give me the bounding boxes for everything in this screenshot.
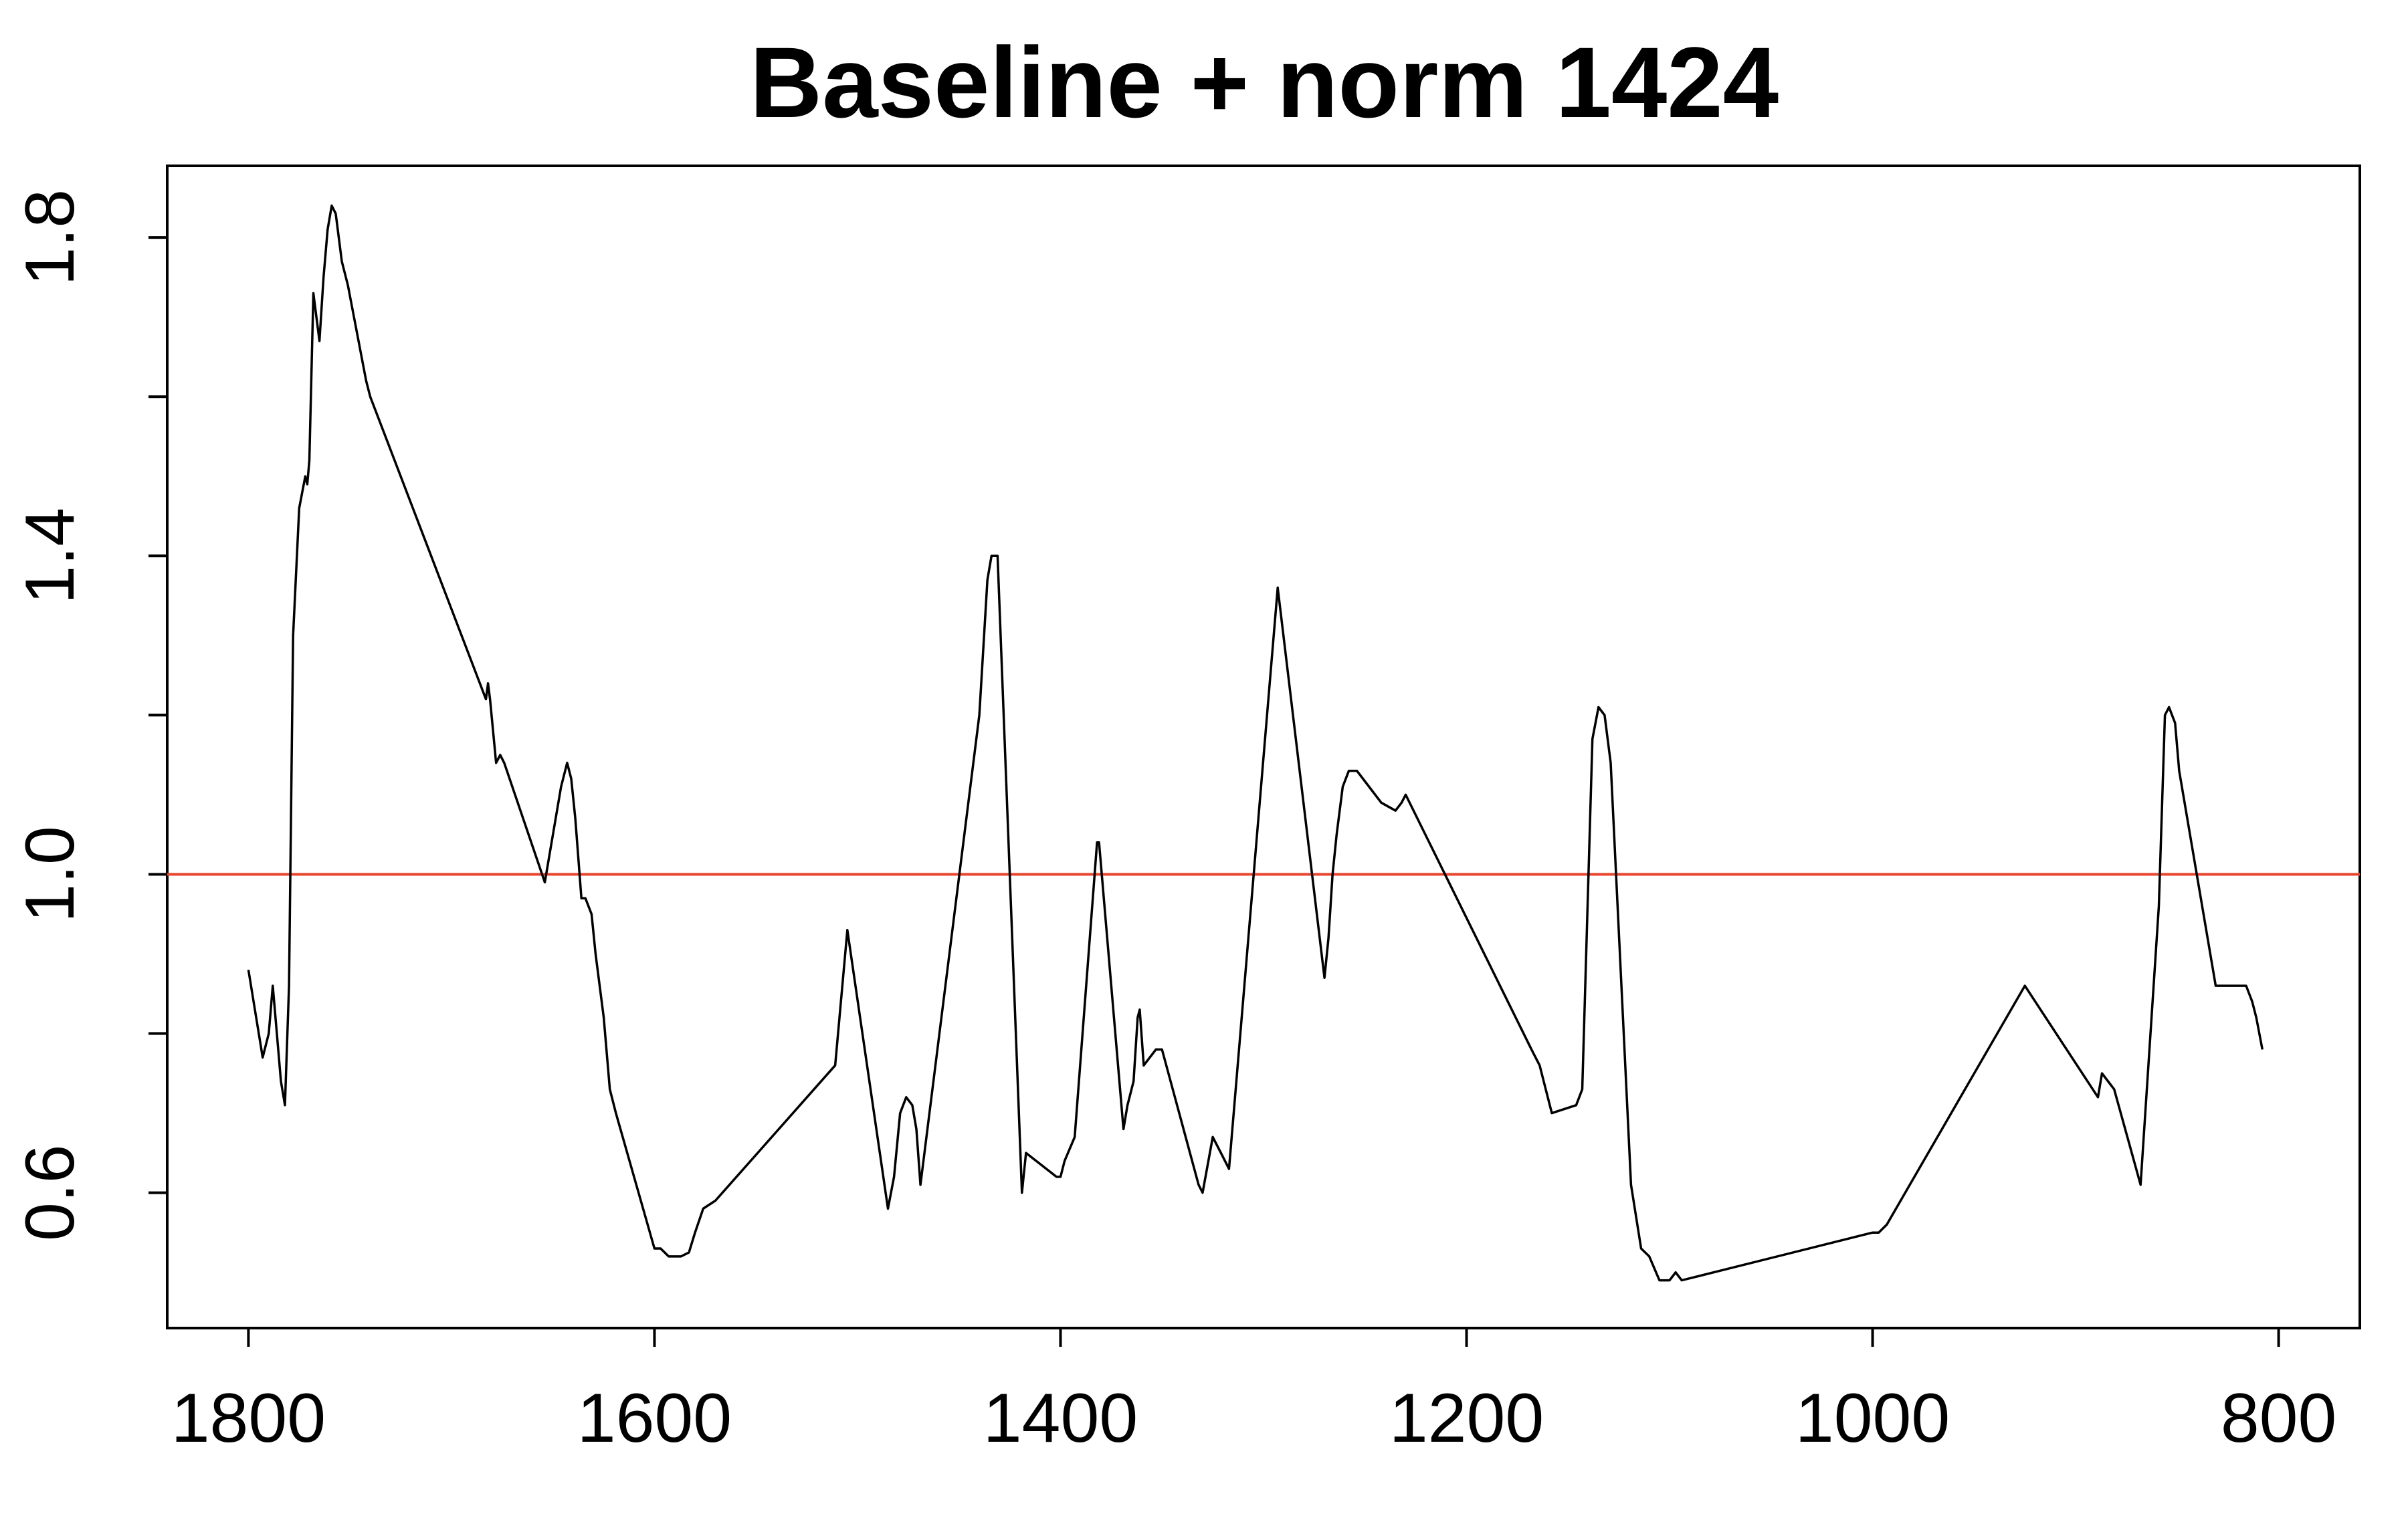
chart-title: Baseline + norm 1424 (750, 26, 1779, 138)
series-layer (247, 204, 2264, 1282)
x-axis: 1800 1600 1400 1200 1000 800 (171, 1327, 2337, 1457)
x-tick-label: 1800 (171, 1380, 326, 1457)
x-tick-label: 1000 (1795, 1380, 1950, 1457)
y-tick-label: 1.4 (11, 508, 89, 605)
y-axis: 0.6 1.0 1.4 1.8 (11, 189, 169, 1241)
y-tick-label: 0.6 (11, 1144, 89, 1241)
y-tick-label: 1.8 (11, 189, 89, 286)
x-tick-label: 800 (2221, 1380, 2337, 1457)
x-tick-label: 1600 (577, 1380, 732, 1457)
series-line (247, 204, 2264, 1282)
y-tick-label: 1.0 (11, 826, 89, 923)
x-tick-label: 1200 (1389, 1380, 1544, 1457)
x-tick-label: 1400 (983, 1380, 1138, 1457)
